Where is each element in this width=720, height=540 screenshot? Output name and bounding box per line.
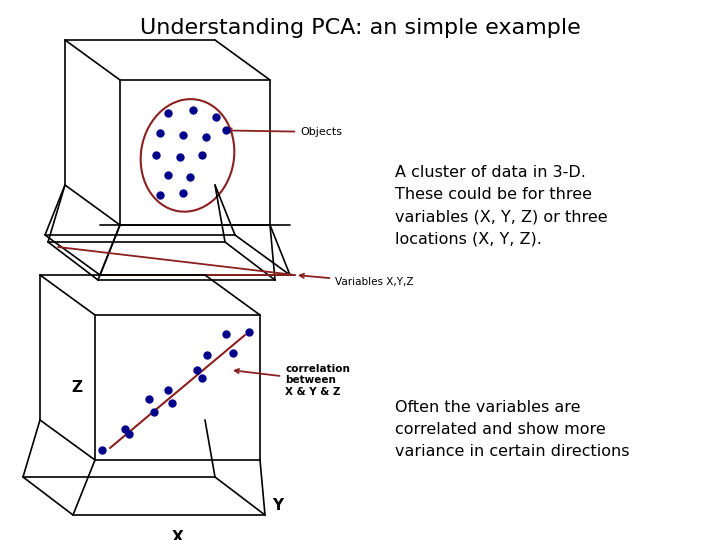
Text: Z: Z: [71, 380, 83, 395]
Text: correlation
between
X & Y & Z: correlation between X & Y & Z: [235, 364, 350, 397]
Text: Variables X,Y,Z: Variables X,Y,Z: [300, 274, 413, 287]
Text: A cluster of data in 3-D.
These could be for three
variables (X, Y, Z) or three
: A cluster of data in 3-D. These could be…: [395, 165, 608, 247]
Text: Often the variables are
correlated and show more
variance in certain directions: Often the variables are correlated and s…: [395, 400, 629, 460]
Text: Y: Y: [272, 497, 284, 512]
Text: Objects: Objects: [228, 127, 342, 137]
Text: Understanding PCA: an simple example: Understanding PCA: an simple example: [140, 18, 580, 38]
Text: X: X: [171, 530, 184, 540]
